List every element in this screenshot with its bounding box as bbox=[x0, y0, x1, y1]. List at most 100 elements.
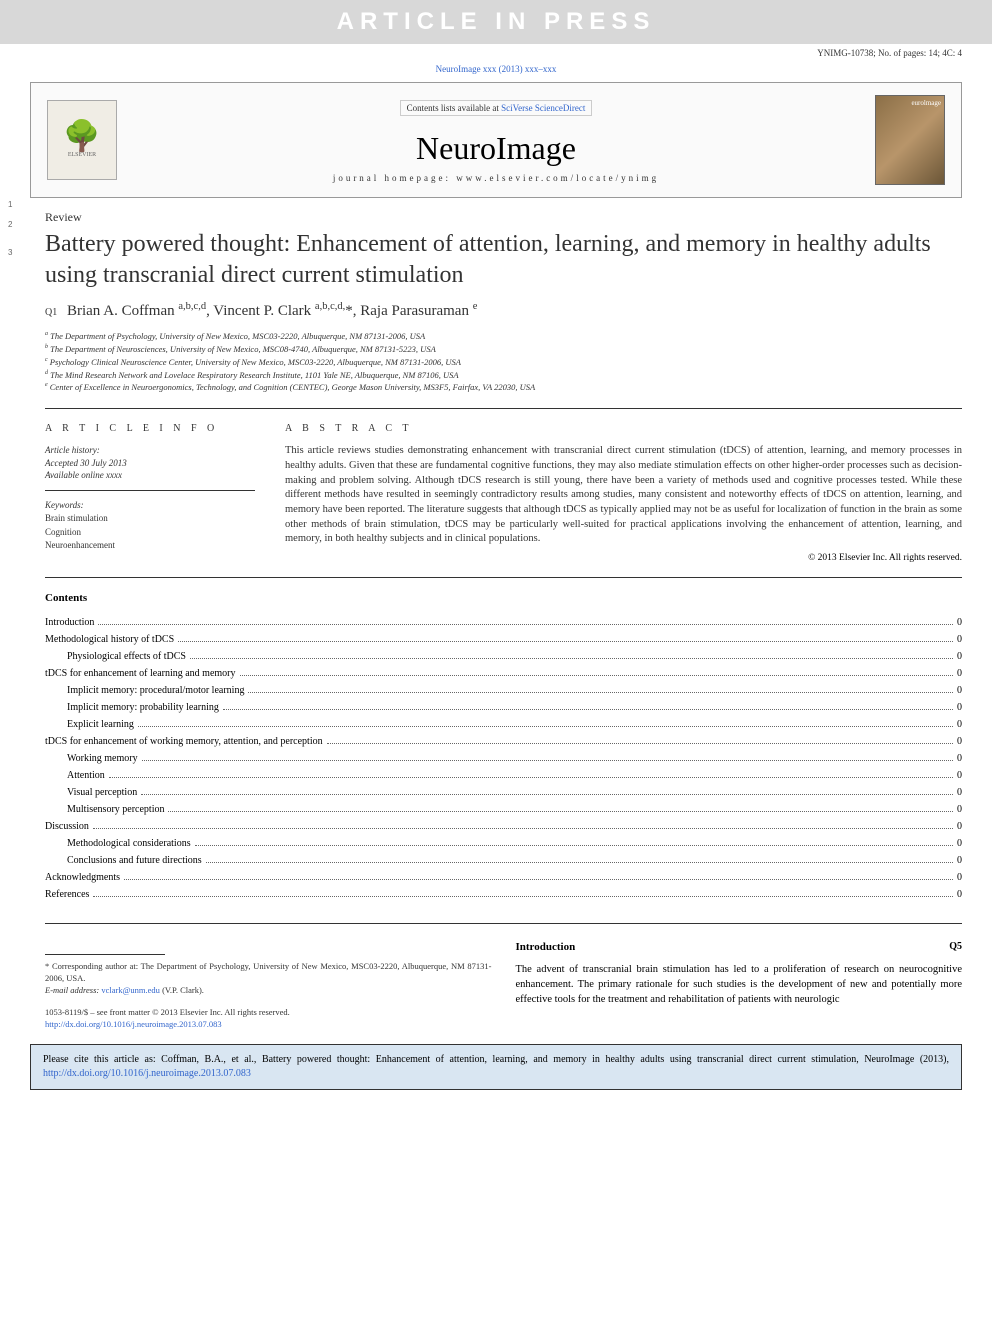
right-column: Introduction Q5 The advent of transcrani… bbox=[516, 940, 963, 1030]
toc-entry[interactable]: Attention 0 bbox=[45, 767, 962, 784]
toc-label: Working memory bbox=[45, 750, 138, 767]
abstract-column: A B S T R A C T This article reviews stu… bbox=[285, 423, 962, 563]
toc-dots bbox=[98, 624, 953, 625]
toc-label: tDCS for enhancement of working memory, … bbox=[45, 733, 323, 750]
keyword: Brain stimulation bbox=[45, 512, 255, 526]
sciencedirect-link[interactable]: SciVerse ScienceDirect bbox=[501, 103, 585, 113]
toc-dots bbox=[142, 760, 953, 761]
corresponding-author-footnote: * Corresponding author at: The Departmen… bbox=[45, 961, 492, 997]
toc-label: Multisensory perception bbox=[45, 801, 164, 818]
journal-masthead: 🌳 ELSEVIER Contents lists available at S… bbox=[30, 82, 962, 198]
toc-page: 0 bbox=[957, 648, 962, 665]
toc-page: 0 bbox=[957, 801, 962, 818]
email-suffix: (V.P. Clark). bbox=[160, 985, 204, 995]
toc-entry[interactable]: tDCS for enhancement of learning and mem… bbox=[45, 665, 962, 682]
keyword: Neuroenhancement bbox=[45, 539, 255, 553]
abstract-heading: A B S T R A C T bbox=[285, 423, 962, 434]
affiliation: d The Mind Research Network and Lovelace… bbox=[45, 369, 962, 382]
affiliation: b The Department of Neurosciences, Unive… bbox=[45, 343, 962, 356]
toc-page: 0 bbox=[957, 733, 962, 750]
toc-entry[interactable]: Physiological effects of tDCS0 bbox=[45, 648, 962, 665]
toc-entry[interactable]: Explicit learning 0 bbox=[45, 716, 962, 733]
toc-label: Acknowledgments bbox=[45, 869, 120, 886]
affiliations: a The Department of Psychology, Universi… bbox=[45, 330, 962, 394]
toc-page: 0 bbox=[957, 614, 962, 631]
toc-page: 0 bbox=[957, 716, 962, 733]
left-column: * Corresponding author at: The Departmen… bbox=[45, 940, 492, 1030]
toc-label: Introduction bbox=[45, 614, 94, 631]
toc-entry[interactable]: Introduction 0 bbox=[45, 614, 962, 631]
toc-entry[interactable]: Discussion0 bbox=[45, 818, 962, 835]
toc-entry[interactable]: Implicit memory: probability learning 0 bbox=[45, 699, 962, 716]
toc-dots bbox=[195, 845, 953, 846]
article-in-press-banner: ARTICLE IN PRESS bbox=[0, 0, 992, 44]
footer-metadata: 1053-8119/$ – see front matter © 2013 El… bbox=[45, 1007, 492, 1031]
toc-entry[interactable]: Methodological considerations0 bbox=[45, 835, 962, 852]
toc-entry[interactable]: Visual perception0 bbox=[45, 784, 962, 801]
introduction-heading: Introduction Q5 bbox=[516, 940, 963, 955]
contents-prefix: Contents lists available at bbox=[407, 103, 501, 113]
toc-label: Discussion bbox=[45, 818, 89, 835]
article-info-heading: A R T I C L E I N F O bbox=[45, 423, 255, 434]
citation-box: Please cite this article as: Coffman, B.… bbox=[30, 1044, 962, 1090]
copyright-line: © 2013 Elsevier Inc. All rights reserved… bbox=[285, 553, 962, 563]
toc-page: 0 bbox=[957, 699, 962, 716]
toc-label: Methodological history of tDCS bbox=[45, 631, 174, 648]
divider bbox=[45, 923, 962, 924]
contents-heading: Contents bbox=[45, 592, 962, 604]
toc-entry[interactable]: Acknowledgments 0 bbox=[45, 869, 962, 886]
affiliation: e Center of Excellence in Neuroergonomic… bbox=[45, 381, 962, 394]
toc-page: 0 bbox=[957, 886, 962, 903]
authors-names: Brian A. Coffman a,b,c,d, Vincent P. Cla… bbox=[67, 303, 477, 319]
toc-label: Explicit learning bbox=[45, 716, 134, 733]
toc-entry[interactable]: Implicit memory: procedural/motor learni… bbox=[45, 682, 962, 699]
cite-text: Please cite this article as: Coffman, B.… bbox=[43, 1054, 949, 1065]
toc-label: References bbox=[45, 886, 89, 903]
accepted-date: Accepted 30 July 2013 bbox=[45, 457, 255, 470]
toc-entry[interactable]: Working memory0 bbox=[45, 750, 962, 767]
toc-page: 0 bbox=[957, 665, 962, 682]
toc-label: Implicit memory: probability learning bbox=[45, 699, 219, 716]
toc-entry[interactable]: Multisensory perception 0 bbox=[45, 801, 962, 818]
toc-page: 0 bbox=[957, 869, 962, 886]
toc-entry[interactable]: tDCS for enhancement of working memory, … bbox=[45, 733, 962, 750]
keyword: Cognition bbox=[45, 526, 255, 540]
tree-icon: 🌳 bbox=[63, 122, 100, 152]
toc-dots bbox=[124, 879, 953, 880]
toc-dots bbox=[93, 828, 953, 829]
toc-entry[interactable]: Conclusions and future directions0 bbox=[45, 852, 962, 869]
cite-doi-link[interactable]: http://dx.doi.org/10.1016/j.neuroimage.2… bbox=[43, 1068, 251, 1079]
email-label: E-mail address: bbox=[45, 985, 101, 995]
table-of-contents: Introduction0Methodological history of t… bbox=[45, 614, 962, 903]
keywords-label: Keywords: bbox=[45, 499, 255, 513]
contents-available-line: Contents lists available at SciVerse Sci… bbox=[400, 100, 593, 116]
authors-line: Q1 Brian A. Coffman a,b,c,d, Vincent P. … bbox=[45, 301, 962, 320]
journal-title: NeuroImage bbox=[133, 130, 859, 167]
toc-dots bbox=[109, 777, 953, 778]
toc-entry[interactable]: References 0 bbox=[45, 886, 962, 903]
issn-line: 1053-8119/$ – see front matter © 2013 El… bbox=[45, 1007, 492, 1019]
toc-label: Conclusions and future directions bbox=[45, 852, 202, 869]
footnote-separator bbox=[45, 954, 165, 955]
q5-label: Q5 bbox=[949, 940, 962, 954]
toc-label: Methodological considerations bbox=[45, 835, 191, 852]
article-history-label: Article history: bbox=[45, 444, 255, 457]
introduction-text: The advent of transcranial brain stimula… bbox=[516, 963, 963, 1007]
affiliation: a The Department of Psychology, Universi… bbox=[45, 330, 962, 343]
toc-page: 0 bbox=[957, 767, 962, 784]
q1-label: Q1 bbox=[45, 307, 57, 318]
article-title: Battery powered thought: Enhancement of … bbox=[45, 229, 962, 291]
elsevier-label: ELSEVIER bbox=[68, 152, 96, 158]
email-link[interactable]: vclark@unm.edu bbox=[101, 985, 160, 995]
journal-homepage: journal homepage: www.elsevier.com/locat… bbox=[133, 173, 859, 183]
toc-dots bbox=[327, 743, 953, 744]
toc-entry[interactable]: Methodological history of tDCS0 bbox=[45, 631, 962, 648]
toc-dots bbox=[240, 675, 954, 676]
toc-page: 0 bbox=[957, 682, 962, 699]
article-info-column: A R T I C L E I N F O Article history: A… bbox=[45, 423, 255, 563]
toc-label: Attention bbox=[45, 767, 105, 784]
toc-label: Implicit memory: procedural/motor learni… bbox=[45, 682, 244, 699]
doi-link[interactable]: http://dx.doi.org/10.1016/j.neuroimage.2… bbox=[45, 1019, 222, 1029]
abstract-text: This article reviews studies demonstrati… bbox=[285, 444, 962, 547]
journal-cover-image bbox=[875, 95, 945, 185]
